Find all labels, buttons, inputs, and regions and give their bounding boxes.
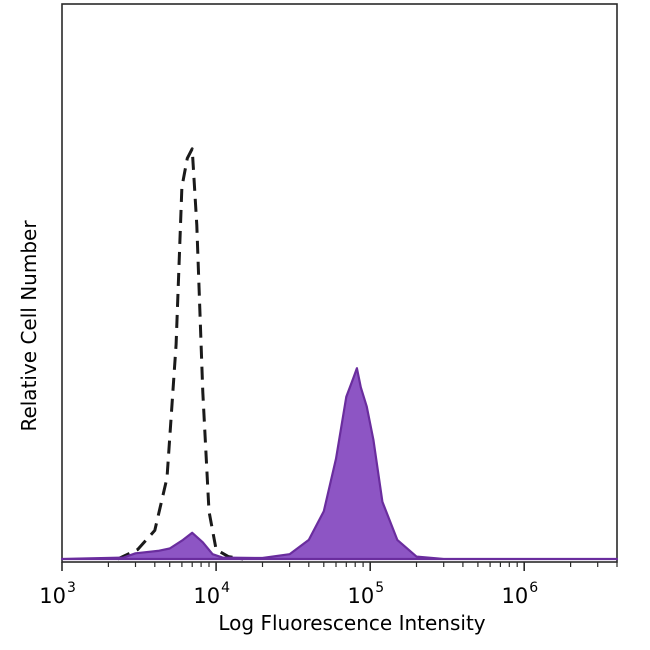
series-layer [60, 147, 619, 561]
filled-histogram-series [60, 367, 619, 561]
x-tick-label: 10 3 [39, 580, 76, 608]
plot-frame [61, 3, 618, 563]
x-tick-label-base: 10 [501, 584, 528, 608]
x-tick-label-base: 10 [193, 584, 220, 608]
x-tick-label: 10 4 [193, 580, 230, 608]
x-tick-label: 10 5 [347, 580, 384, 608]
x-tick-label-exponent: 5 [375, 580, 384, 596]
x-tick-label-exponent: 4 [221, 580, 230, 596]
x-tick-label-base: 10 [39, 584, 66, 608]
x-axis-ticks [61, 562, 618, 571]
y-axis-title: Relative Cell Number [17, 220, 41, 432]
control-histogram-series [117, 147, 244, 561]
x-axis-title: Log Fluorescence Intensity [218, 611, 485, 635]
x-tick-label-exponent: 6 [529, 580, 538, 596]
x-tick-label: 10 6 [501, 580, 538, 608]
x-tick-label-base: 10 [347, 584, 374, 608]
x-tick-label-exponent: 3 [67, 580, 76, 596]
x-axis-tick-labels: 10 3 10 4 10 5 10 6 [39, 580, 538, 608]
